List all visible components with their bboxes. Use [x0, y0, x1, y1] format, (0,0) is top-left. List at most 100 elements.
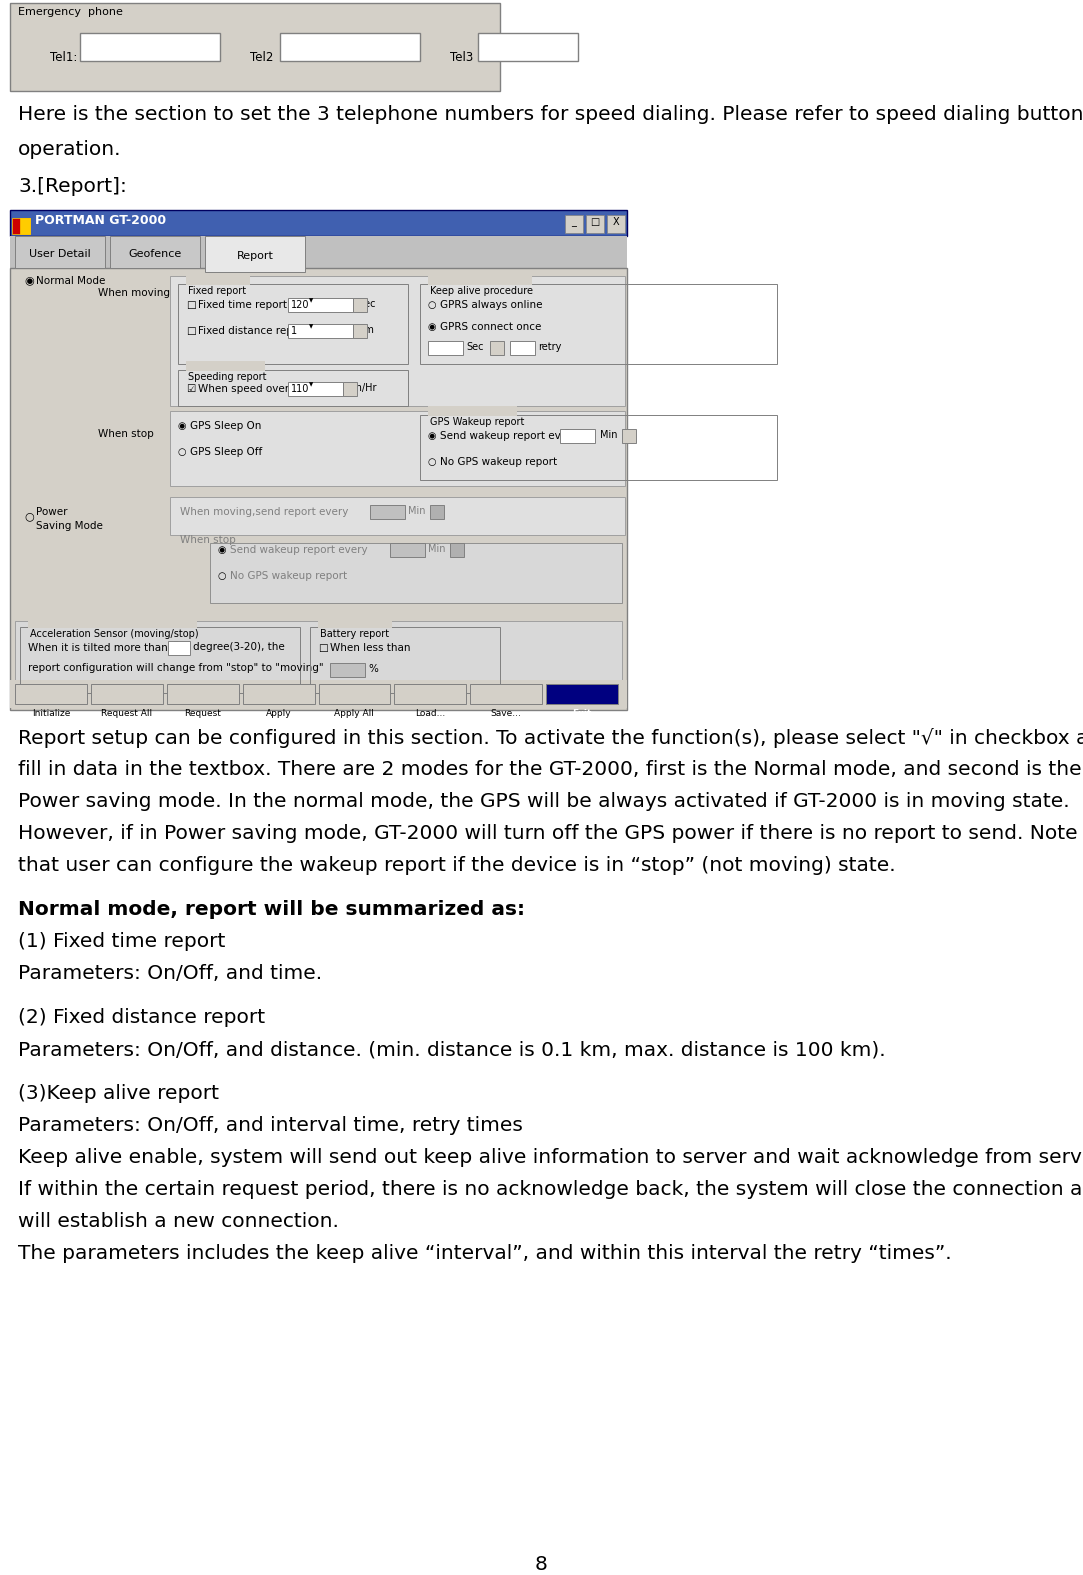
Text: GPRS connect once: GPRS connect once [440, 321, 542, 332]
FancyBboxPatch shape [15, 621, 622, 701]
Text: PORTMAN GT-2000: PORTMAN GT-2000 [35, 214, 166, 227]
Text: (3)Keep alive report: (3)Keep alive report [18, 1084, 219, 1102]
Text: ◉: ◉ [178, 421, 186, 432]
Text: operation.: operation. [18, 140, 121, 159]
Text: ◉: ◉ [218, 545, 226, 554]
Text: □: □ [590, 217, 600, 227]
FancyBboxPatch shape [210, 543, 622, 603]
FancyBboxPatch shape [428, 276, 532, 285]
Text: 2: 2 [514, 342, 520, 351]
Text: _: _ [572, 217, 576, 227]
Text: Parameters: On/Off, and time.: Parameters: On/Off, and time. [18, 964, 322, 983]
Text: 120: 120 [291, 299, 310, 310]
Text: report configuration will change from "stop" to "moving": report configuration will change from "s… [28, 663, 324, 673]
Text: Keep alive enable, system will send out keep alive information to server and wai: Keep alive enable, system will send out … [18, 1148, 1083, 1167]
FancyBboxPatch shape [560, 428, 595, 443]
Text: When it is tilted more than: When it is tilted more than [28, 643, 168, 654]
Text: ☑: ☑ [186, 384, 195, 394]
Text: 60: 60 [432, 342, 444, 351]
Text: Normal mode, report will be summarized as:: Normal mode, report will be summarized a… [18, 899, 525, 918]
FancyBboxPatch shape [28, 617, 197, 628]
Text: 1: 1 [291, 326, 297, 335]
FancyBboxPatch shape [243, 684, 314, 704]
FancyBboxPatch shape [91, 684, 162, 704]
Text: that user can configure the wakeup report if the device is in “stop” (not moving: that user can configure the wakeup repor… [18, 855, 896, 876]
Text: 60: 60 [334, 665, 347, 674]
Text: Speeding report: Speeding report [188, 372, 266, 383]
Text: ○: ○ [178, 447, 186, 457]
Text: ◉: ◉ [24, 276, 34, 287]
Text: Fixed time report: Fixed time report [198, 299, 287, 310]
Text: ◉: ◉ [428, 321, 436, 332]
Text: Report: Report [236, 250, 273, 261]
Text: X: X [613, 217, 619, 227]
FancyBboxPatch shape [10, 236, 627, 268]
FancyBboxPatch shape [15, 236, 105, 268]
Text: Sec: Sec [466, 342, 483, 351]
FancyBboxPatch shape [12, 217, 30, 235]
FancyBboxPatch shape [370, 506, 405, 520]
Text: Geofence: Geofence [129, 249, 182, 258]
FancyBboxPatch shape [280, 33, 420, 61]
Text: When moving,send report every: When moving,send report every [180, 507, 349, 517]
Text: 5: 5 [563, 428, 570, 439]
FancyBboxPatch shape [170, 276, 625, 406]
FancyBboxPatch shape [167, 684, 238, 704]
Text: Min: Min [600, 430, 617, 439]
Text: fill in data in the textbox. There are 2 modes for the GT-2000, first is the Nor: fill in data in the textbox. There are 2… [18, 761, 1082, 780]
Text: 110: 110 [291, 384, 310, 394]
Text: Parameters: On/Off, and interval time, retry times: Parameters: On/Off, and interval time, r… [18, 1117, 523, 1136]
Text: When less than: When less than [330, 643, 410, 654]
FancyBboxPatch shape [170, 498, 625, 536]
FancyBboxPatch shape [330, 663, 365, 677]
Text: However, if in Power saving mode, GT-2000 will turn off the GPS power if there i: However, if in Power saving mode, GT-200… [18, 824, 1078, 843]
FancyBboxPatch shape [186, 361, 265, 372]
Text: Fixed report: Fixed report [188, 287, 246, 296]
FancyBboxPatch shape [10, 209, 627, 236]
Text: □: □ [186, 299, 196, 310]
FancyBboxPatch shape [606, 216, 625, 233]
Text: GPRS always online: GPRS always online [440, 299, 543, 310]
Text: ○: ○ [218, 572, 226, 581]
Text: Report setup can be configured in this section. To activate the function(s), ple: Report setup can be configured in this s… [18, 728, 1083, 748]
Text: Tel2: Tel2 [250, 50, 273, 65]
Text: Apply: Apply [265, 709, 291, 718]
Text: GPS Sleep Off: GPS Sleep Off [190, 447, 262, 457]
Text: When stop: When stop [97, 428, 154, 439]
FancyBboxPatch shape [451, 543, 464, 558]
Text: ▼: ▼ [309, 383, 313, 387]
Text: degree(3-20), the: degree(3-20), the [193, 643, 285, 652]
FancyBboxPatch shape [186, 276, 250, 285]
Text: GPS Wakeup report: GPS Wakeup report [430, 417, 524, 427]
Text: No GPS wakeup report: No GPS wakeup report [230, 572, 348, 581]
Text: Power saving mode. In the normal mode, the GPS will be always activated if GT-20: Power saving mode. In the normal mode, t… [18, 792, 1070, 811]
Text: □: □ [186, 326, 196, 335]
Text: Request All: Request All [101, 709, 153, 718]
Text: Tel1:: Tel1: [50, 50, 77, 65]
FancyBboxPatch shape [586, 216, 604, 233]
FancyBboxPatch shape [288, 298, 353, 312]
Text: Apply All: Apply All [335, 709, 375, 718]
FancyBboxPatch shape [15, 684, 87, 704]
Text: ▼: ▼ [309, 324, 313, 329]
FancyBboxPatch shape [168, 641, 190, 655]
Text: ○: ○ [428, 457, 436, 468]
Text: Send wakeup report every: Send wakeup report every [440, 432, 577, 441]
Text: 8: 8 [535, 1555, 548, 1573]
Text: ○: ○ [24, 510, 34, 521]
FancyBboxPatch shape [318, 617, 392, 628]
FancyBboxPatch shape [478, 33, 578, 61]
FancyBboxPatch shape [428, 342, 464, 354]
Text: will establish a new connection.: will establish a new connection. [18, 1213, 339, 1232]
FancyBboxPatch shape [353, 324, 367, 339]
Text: If within the certain request period, there is no acknowledge back, the system w: If within the certain request period, th… [18, 1180, 1083, 1199]
Text: Tel3: Tel3 [451, 50, 473, 65]
Text: Emergency  phone: Emergency phone [18, 6, 122, 17]
Text: ◉: ◉ [428, 432, 436, 441]
FancyBboxPatch shape [110, 236, 200, 268]
Text: ○: ○ [428, 299, 436, 310]
Text: The parameters includes the keep alive “interval”, and within this interval the : The parameters includes the keep alive “… [18, 1244, 952, 1263]
FancyBboxPatch shape [343, 383, 357, 395]
FancyBboxPatch shape [390, 543, 425, 558]
FancyBboxPatch shape [318, 684, 390, 704]
